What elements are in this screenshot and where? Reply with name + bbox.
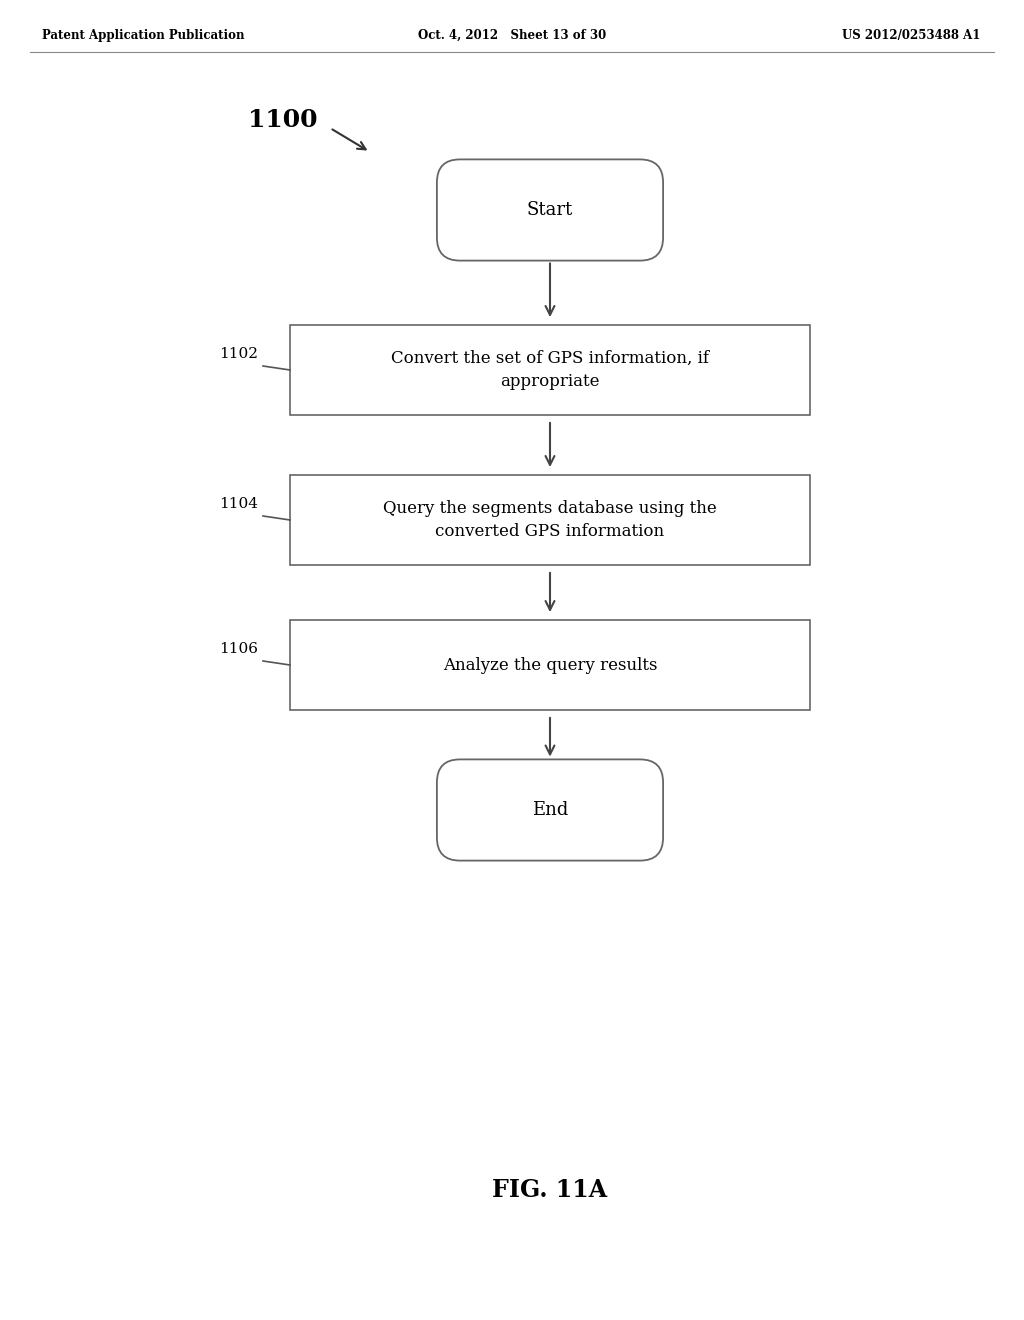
Text: Start: Start [527, 201, 573, 219]
Text: Query the segments database using the
converted GPS information: Query the segments database using the co… [383, 500, 717, 540]
Text: FIG. 11A: FIG. 11A [493, 1177, 607, 1203]
Text: Convert the set of GPS information, if
appropriate: Convert the set of GPS information, if a… [391, 350, 709, 391]
Text: US 2012/0253488 A1: US 2012/0253488 A1 [842, 29, 980, 41]
FancyBboxPatch shape [437, 759, 664, 861]
FancyBboxPatch shape [437, 160, 664, 260]
FancyBboxPatch shape [290, 475, 810, 565]
Text: 1102: 1102 [219, 347, 258, 360]
Text: End: End [531, 801, 568, 818]
Text: Oct. 4, 2012   Sheet 13 of 30: Oct. 4, 2012 Sheet 13 of 30 [418, 29, 606, 41]
FancyBboxPatch shape [290, 620, 810, 710]
Text: 1100: 1100 [248, 108, 317, 132]
Text: 1106: 1106 [219, 642, 258, 656]
FancyBboxPatch shape [290, 325, 810, 414]
Text: 1104: 1104 [219, 498, 258, 511]
Text: Patent Application Publication: Patent Application Publication [42, 29, 245, 41]
Text: Analyze the query results: Analyze the query results [442, 656, 657, 673]
